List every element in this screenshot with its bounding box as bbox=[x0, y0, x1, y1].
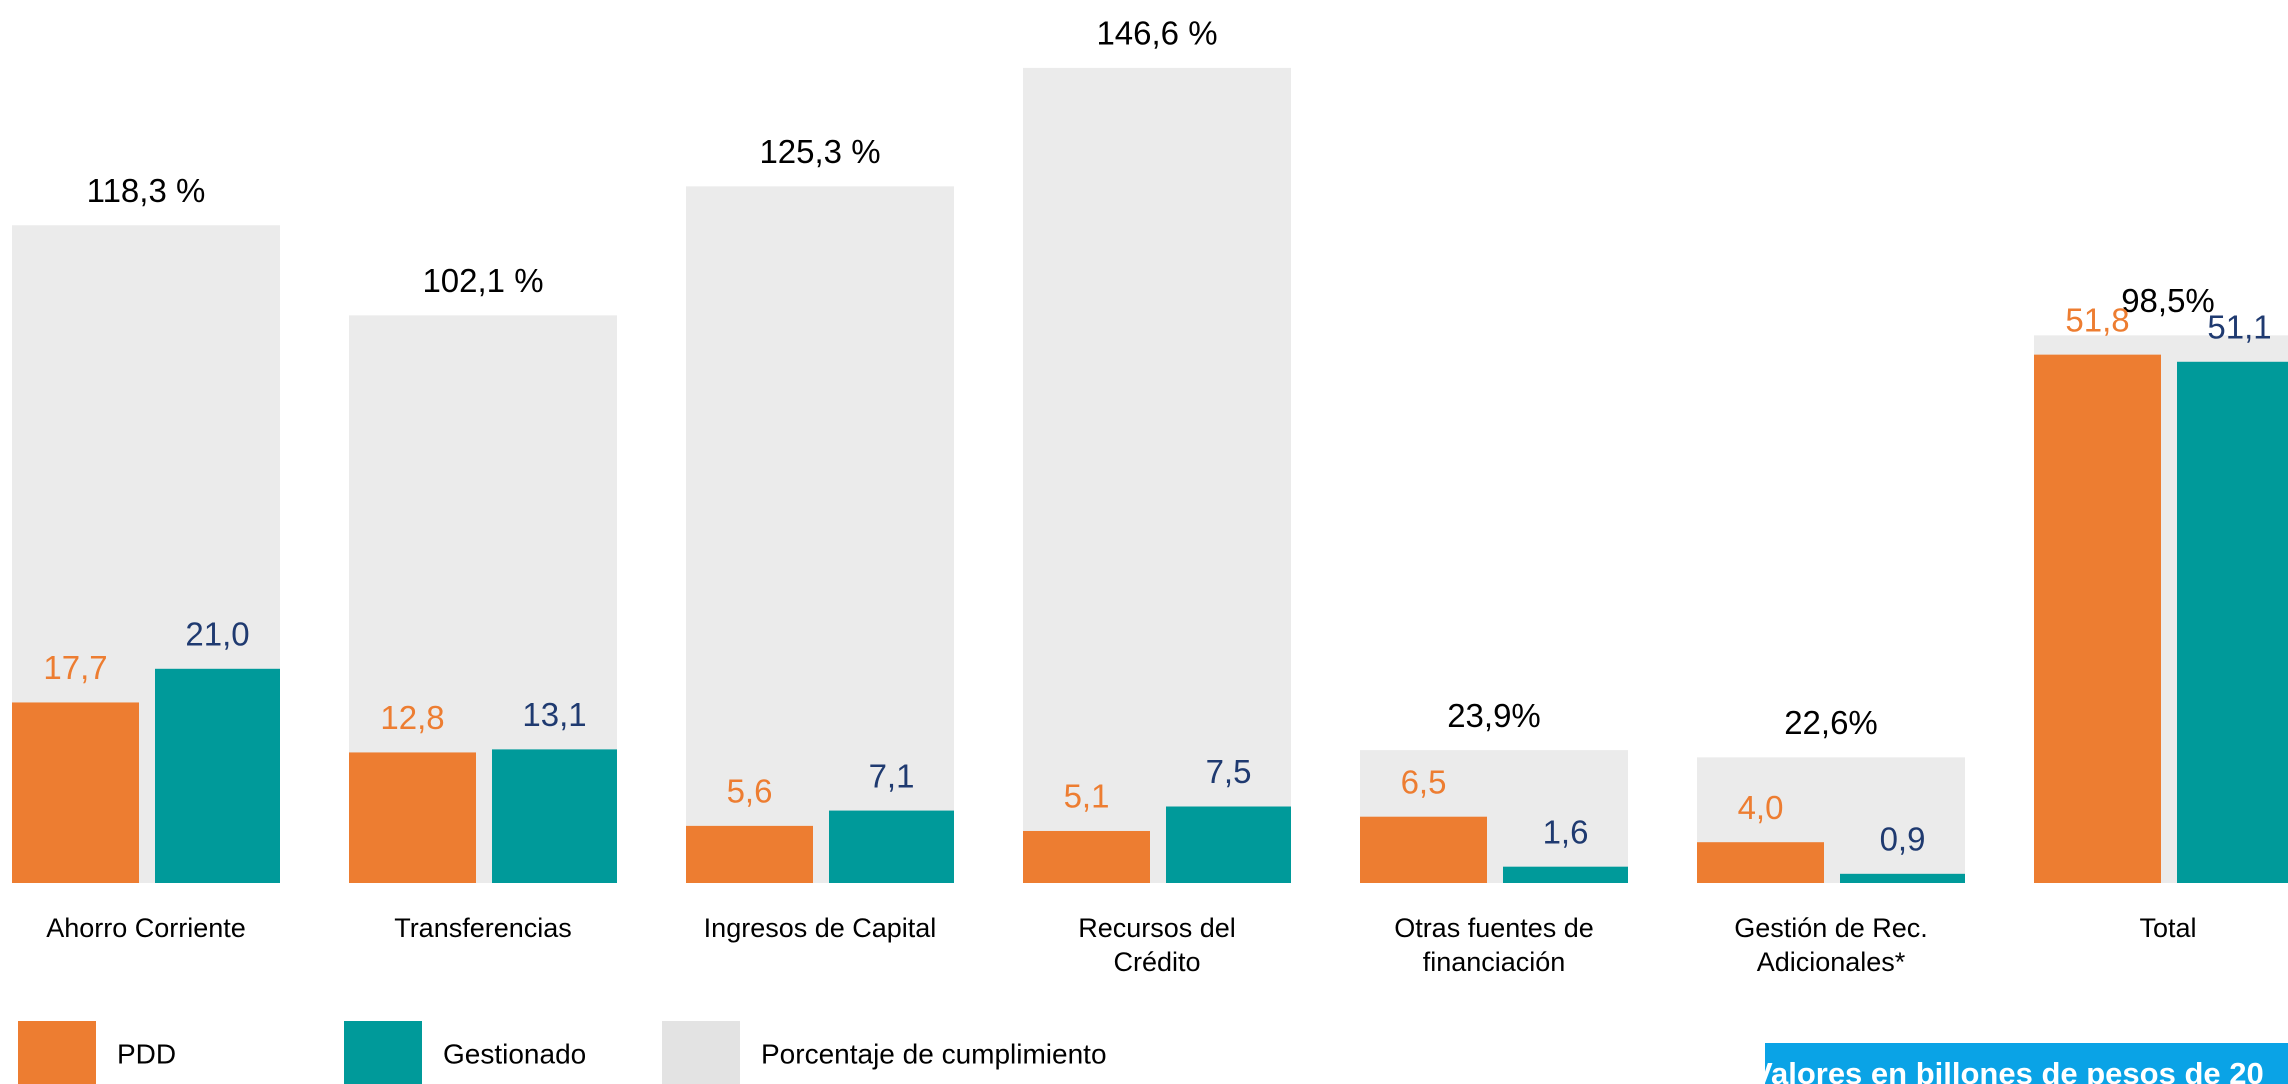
bar bbox=[829, 810, 954, 883]
legend-swatch bbox=[18, 1021, 96, 1084]
value-label: 1,6 bbox=[1543, 813, 1589, 850]
bar bbox=[1023, 67, 1291, 884]
value-label: 12,8 bbox=[380, 699, 444, 736]
legend-label: PDD bbox=[117, 1038, 176, 1069]
bar bbox=[155, 668, 280, 883]
x-tick-label: Otras fuentes de financiación bbox=[1394, 913, 1594, 977]
legend-label: Porcentaje de cumplimiento bbox=[761, 1038, 1107, 1069]
annotation: Valores en billones de pesos de 20 bbox=[1752, 1056, 2264, 1084]
bar bbox=[1166, 806, 1291, 883]
bar bbox=[686, 186, 954, 883]
value-label: 102,1 % bbox=[422, 262, 543, 299]
value-label: 13,1 bbox=[522, 696, 586, 733]
value-label: 118,3 % bbox=[87, 172, 206, 209]
value-label: 51,1 bbox=[2207, 308, 2271, 345]
bar bbox=[1697, 842, 1824, 883]
x-tick-label: Ingresos de Capital bbox=[704, 913, 937, 943]
bar bbox=[12, 702, 139, 883]
bar bbox=[686, 825, 813, 883]
legend-swatch bbox=[344, 1021, 422, 1084]
legend-label: Gestionado bbox=[443, 1038, 586, 1069]
bar bbox=[2177, 361, 2288, 883]
value-label: 7,5 bbox=[1206, 753, 1252, 790]
legend-swatch bbox=[662, 1021, 740, 1084]
x-tick-label: Transferencias bbox=[394, 913, 572, 943]
x-tick-label: Recursos del Crédito bbox=[1078, 913, 1236, 977]
x-tick-label: Ahorro Corriente bbox=[46, 913, 246, 943]
bar bbox=[1360, 816, 1487, 883]
bar bbox=[1840, 873, 1965, 883]
value-label: 125,3 % bbox=[759, 133, 880, 170]
x-tick-label: Gestión de Rec. Adicionales* bbox=[1734, 913, 1928, 977]
bar bbox=[2034, 354, 2161, 883]
value-label: 23,9% bbox=[1447, 697, 1541, 734]
bar bbox=[492, 749, 617, 883]
value-label: 21,0 bbox=[185, 616, 249, 653]
bar bbox=[1023, 830, 1150, 883]
value-label: 0,9 bbox=[1880, 821, 1926, 858]
bar bbox=[349, 752, 476, 883]
value-label: 146,6 % bbox=[1096, 15, 1217, 52]
value-label: 98,5% bbox=[2121, 282, 2215, 319]
value-label: 7,1 bbox=[869, 757, 915, 794]
value-label: 4,0 bbox=[1738, 789, 1784, 826]
value-label: 51,8 bbox=[2065, 301, 2129, 338]
value-label: 17,7 bbox=[43, 649, 107, 686]
value-label: 5,1 bbox=[1064, 778, 1110, 815]
x-tick-label: Total bbox=[2139, 913, 2196, 943]
bar bbox=[1503, 866, 1628, 883]
annotation-box bbox=[1765, 1043, 2288, 1084]
value-label: 5,6 bbox=[727, 773, 773, 810]
value-label: 6,5 bbox=[1401, 763, 1447, 800]
value-label: 22,6% bbox=[1784, 704, 1878, 741]
